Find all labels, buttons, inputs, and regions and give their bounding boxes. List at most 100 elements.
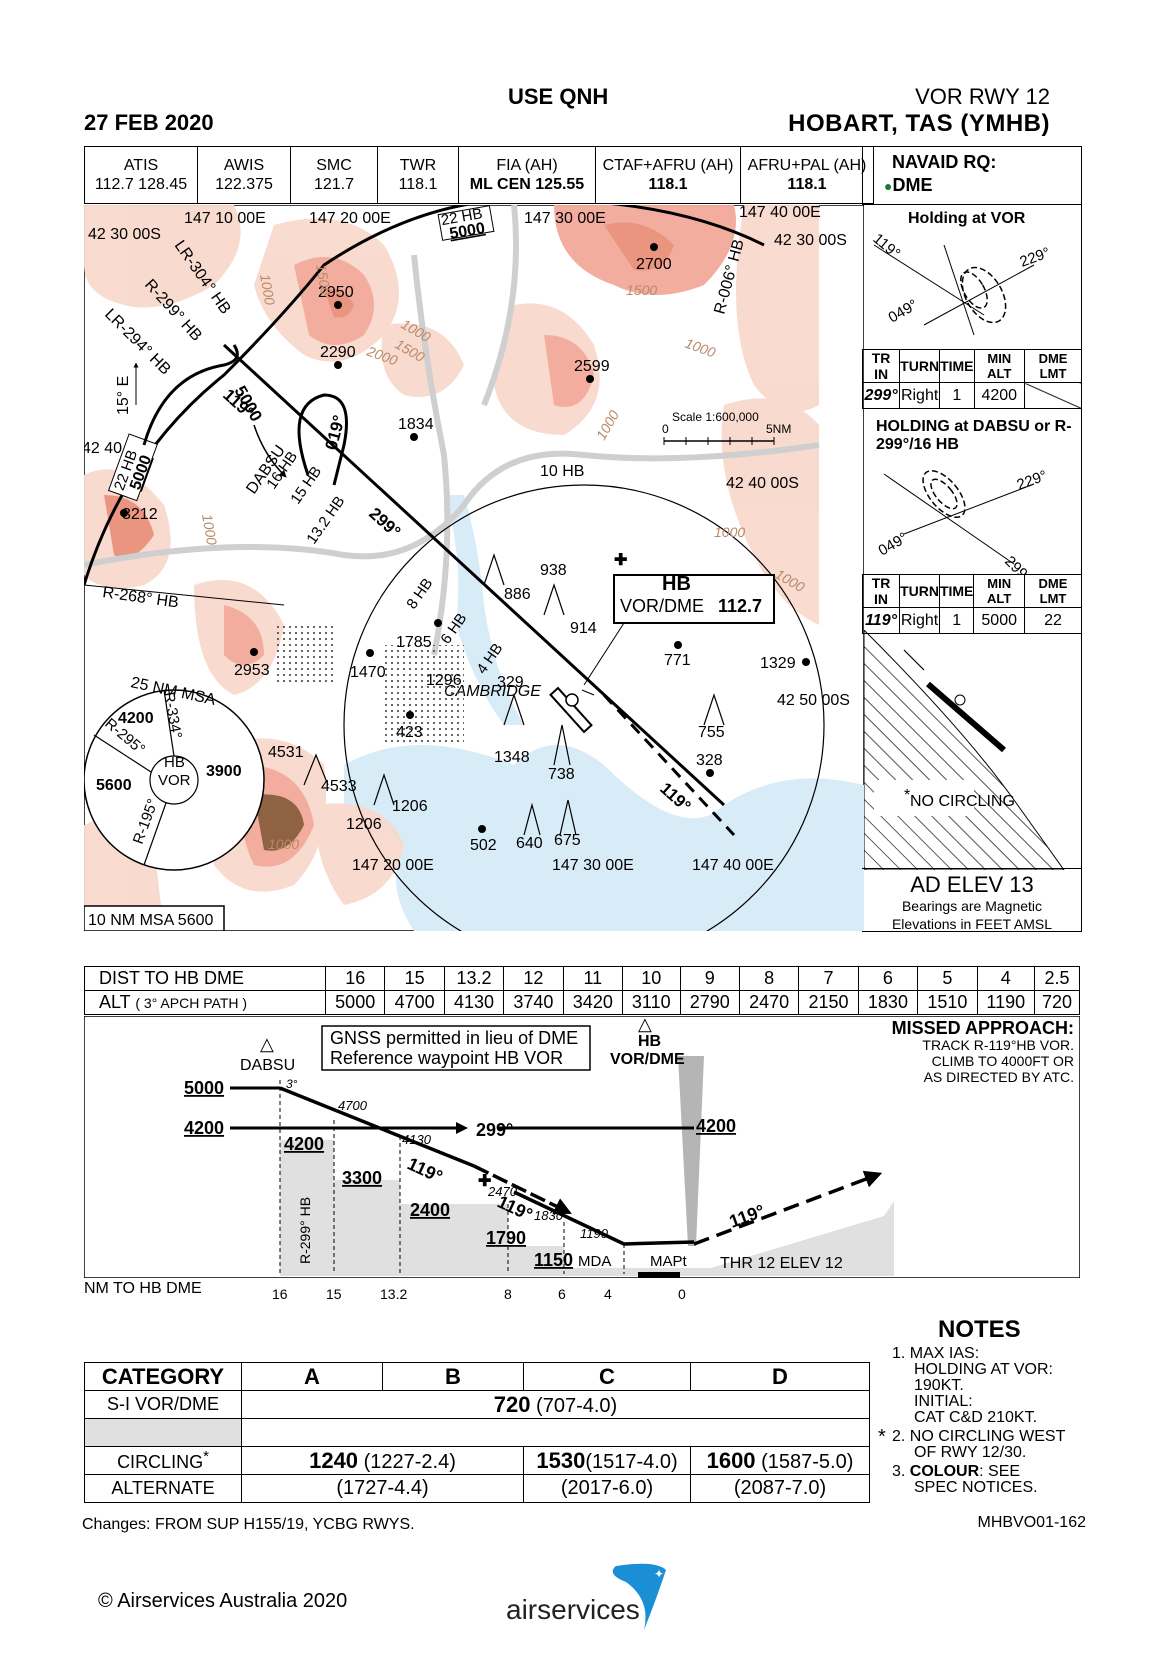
dist-cell: 6 [857,966,919,991]
svg-text:328: 328 [696,752,723,769]
svg-text:4533: 4533 [321,778,357,795]
svg-text:1500: 1500 [626,282,657,298]
svg-text:229°: 229° [1018,244,1053,271]
svg-text:3900: 3900 [206,763,242,780]
step-2400: 2400 [410,1200,450,1220]
alt-row: ALT ( 3° APCH PATH ) 5000 4700 4130 3740 342… [84,990,1080,1015]
svg-text:2700: 2700 [636,256,672,273]
dist-cell: 2.5 [1034,966,1080,991]
navaid-value: ●DME [884,175,933,195]
runway-icon [926,681,1006,753]
svg-text:2950: 2950 [318,284,354,301]
freq-twr: TWR 118.1 [377,146,459,204]
airservices-swoosh-icon: ✦ [612,1563,666,1630]
vor-tick [581,689,595,696]
freq-smc: SMC 121.7 [290,146,378,204]
procedure-name: VOR RWY 12 [915,84,1050,109]
freq-fia: FIA (AH) ML CEN 125.55 [458,146,596,204]
airport-name: HOBART, TAS (YMHB) [788,110,1050,137]
coord-bottom-147-40: 147 40 00E [692,857,774,874]
tick-16: 16 [272,1286,288,1302]
divider [862,204,1082,205]
svg-text:✦: ✦ [654,1567,664,1581]
alt-cell: 2470 [738,990,800,1015]
svg-text:3212: 3212 [122,506,158,523]
svg-text:5600: 5600 [96,777,132,794]
circling-diagram: * NO CIRCLING [864,630,1065,870]
chart-code: MHBVO01-162 [977,1514,1087,1531]
step-1790: 1790 [486,1228,526,1248]
profile-dabsu: DABSU [240,1057,295,1074]
dme-dot-icon: ● [884,178,893,194]
frequency-table: ATIS 112.7 128.45 AWIS 122.375 SMC 121.7 TW… [84,146,874,204]
svg-text:1000: 1000 [714,524,745,540]
svg-text:112.7: 112.7 [718,596,762,616]
step-4200: 4200 [284,1134,324,1154]
map-scale: Scale 1:600,000 0 5NM [662,410,791,445]
profile-4130: 4130 [402,1132,432,1147]
svg-text:1206: 1206 [346,816,382,833]
svg-text:2290: 2290 [320,344,356,361]
built-up-area-2 [274,625,334,685]
alt-cell: 1510 [917,990,978,1015]
obstacles [303,553,725,836]
holding-vor-table: TR IN TURN TIME MIN ALT DME LMT 299° Rig… [861,349,1082,409]
holding-entry [253,424,287,478]
changes-note: Changes: FROM SUP H155/19, YCBG RWYS. [82,1516,415,1533]
dist-cell: 16 [324,966,386,991]
svg-text:423: 423 [396,724,423,741]
vor-symbol [565,693,579,707]
profile-mapt: MAPt [650,1253,688,1270]
runway-12-30 [549,686,593,734]
dist-cell: 5 [917,966,978,991]
dist-cell: 13.2 [443,966,505,991]
profile-1190: 1190 [580,1226,609,1241]
dist-cell: 9 [679,966,740,991]
copyright: © Airservices Australia 2020 [98,1590,348,1612]
svg-text:229°: 229° [1015,467,1050,494]
holding-dabsu-diagram: 229° 049° 299° [876,467,1050,574]
tick-8: 8 [504,1286,512,1302]
holding-vor-diagram: Holding at VOR 119° 229° 049° [870,210,1053,336]
ad-elevation: AD ELEV 13 [910,872,1034,897]
profile-1830: 1830 [534,1208,564,1223]
dist-cell: 11 [562,966,624,991]
svg-text:1470: 1470 [350,664,386,681]
missed-approach-3: AS DIRECTED BY ATC. [924,1069,1074,1085]
alt-cell: 3420 [562,990,624,1015]
alt-cell: 3110 [622,990,681,1015]
dabsu-holding [297,393,348,486]
dist-cell: 8 [738,966,800,991]
svg-text:938: 938 [540,562,567,579]
coord-42-40-right: 42 40 00S [726,475,799,492]
coord-147-30: 147 30 00E [524,210,606,227]
circling-restriction: NO CIRCLING [910,793,1015,810]
built-up-area [384,645,464,745]
town-cambridge: CAMBRIDGE [444,683,541,700]
ten-nm-msa-box [84,905,225,931]
svg-text:VOR/DME: VOR/DME [620,596,704,616]
dist-cell: 12 [503,966,564,991]
ten-nm-msa: 10 NM MSA 5600 [88,912,214,929]
missed-approach-title: MISSED APPROACH: [892,1018,1074,1038]
svg-text:914: 914 [570,620,597,637]
alt-cell: 1830 [857,990,919,1015]
notes-body: 1. MAX IAS: HOLDING AT VOR: 190KT. INITI… [878,1345,1066,1496]
fix-cross-icon: ✚ [614,552,627,569]
svg-text:4200: 4200 [118,710,154,727]
roads [84,205,820,656]
bearing-note: Bearings are Magnetic [901,898,1043,914]
svg-text:VOR: VOR [158,772,191,789]
terrain [84,205,819,931]
svg-text:755: 755 [698,724,725,741]
alt-5000: 5000 [184,1078,224,1098]
alt-4200-right: 4200 [696,1116,736,1136]
alt-cell: 3740 [503,990,564,1015]
svg-text:738: 738 [548,766,575,783]
r268-line [84,584,285,606]
lead-in-turn [142,344,239,446]
svg-text:5NM: 5NM [766,422,791,436]
svg-text:Scale 1:600,000: Scale 1:600,000 [672,410,759,424]
plan-view-map: 147 10 00E 147 20 00E 147 30 00E 147 40 … [84,205,864,931]
svg-text:119°: 119° [870,230,904,262]
